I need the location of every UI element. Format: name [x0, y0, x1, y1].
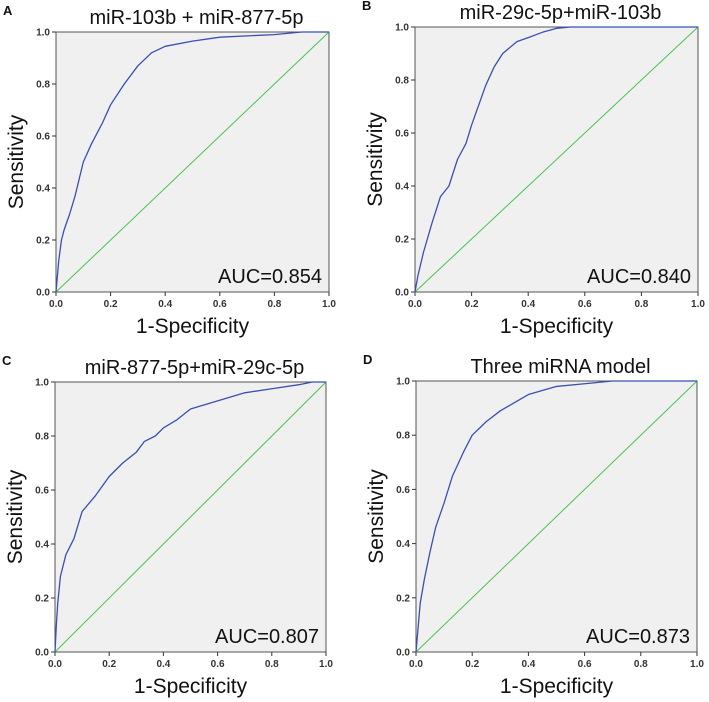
x-tick-label: 0.0 [49, 299, 63, 310]
auc-annotation: AUC=0.840 [587, 266, 691, 288]
x-axis-label: 1-Specificity [134, 675, 248, 698]
x-tick-label: 1.0 [322, 299, 336, 310]
roc-panel-b: 0.0 0.2 0.4 0.6 0.8 1.00.00.20.40.60.81.0AUC=… [362, 0, 705, 338]
x-tick-label: 0.0 [408, 299, 422, 310]
x-axis-label: 1-Specificity [500, 315, 614, 338]
y-tick-label: 0.0 [395, 288, 409, 299]
y-tick-label: 0.0 [396, 648, 410, 659]
y-tick-label: 0.2 [396, 593, 410, 604]
x-tick-label: 1.0 [690, 659, 704, 670]
y-tick-label: 0.6 [395, 129, 409, 140]
x-tick-label: 0.6 [211, 659, 225, 670]
x-axis-label: 1-Specificity [136, 315, 250, 338]
y-axis-label: Sensitivity [365, 469, 388, 564]
x-tick-label: 0.4 [521, 299, 535, 310]
y-tick-label: 0.6 [396, 485, 410, 496]
y-tick-label: 0.4 [35, 540, 49, 551]
y-tick-label: 0.2 [395, 235, 409, 246]
y-tick-label: 0.2 [35, 594, 49, 605]
y-tick-label: 0.2 [36, 236, 50, 247]
roc-curve [414, 26, 698, 293]
reference-line [414, 26, 699, 293]
y-axis-label: Sensitivity [5, 114, 28, 209]
y-tick-label: 1.0 [35, 378, 49, 389]
y-tick-label: 0.4 [395, 182, 409, 193]
y-tick-label: 0.0 [36, 288, 50, 299]
x-tick-label: 0.6 [213, 299, 227, 310]
panel-label: A [3, 3, 13, 18]
reference-line [415, 380, 698, 653]
reference-line [55, 31, 330, 293]
roc-panel-a: 0.0 0.2 0.4 0.6 0.8 1.00.00.20.40.60.81.0AUC=… [3, 3, 336, 338]
y-tick-label: 0.8 [396, 431, 410, 442]
panel-title: Three miRNA model [470, 356, 650, 378]
x-axis-label: 1-Specificity [500, 675, 614, 698]
y-tick-label: 1.0 [395, 23, 409, 34]
roc-curve [54, 381, 326, 653]
y-tick-label: 1.0 [36, 28, 50, 39]
y-tick-label: 0.8 [395, 76, 409, 87]
x-tick-label: 0.8 [634, 299, 648, 310]
auc-annotation: AUC=0.873 [586, 626, 690, 648]
panel-label: B [362, 0, 371, 13]
y-tick-label: 0.0 [35, 648, 49, 659]
y-axis-label: Sensitivity [364, 112, 387, 207]
y-tick-label: 0.8 [35, 432, 49, 443]
x-tick-label: 0.0 [48, 659, 62, 670]
panel-title: miR-877-5p+miR-29c-5p [85, 357, 305, 379]
x-tick-label: 0.2 [465, 659, 479, 670]
x-tick-label: 0.8 [267, 299, 281, 310]
y-tick-label: 0.8 [36, 80, 50, 91]
x-tick-label: 0.4 [158, 299, 172, 310]
x-tick-label: 1.0 [691, 299, 705, 310]
x-tick-label: 1.0 [319, 659, 333, 670]
panel-title: miR-103b + miR-877-5p [90, 7, 304, 29]
y-tick-label: 1.0 [396, 377, 410, 388]
x-tick-label: 0.6 [578, 299, 592, 310]
auc-annotation: AUC=0.807 [215, 626, 319, 648]
x-tick-label: 0.0 [409, 659, 423, 670]
panel-title: miR-29c-5p+miR-103b [460, 2, 662, 24]
y-axis-label: Sensitivity [4, 469, 27, 564]
x-tick-label: 0.2 [104, 299, 118, 310]
y-tick-label: 0.6 [36, 132, 50, 143]
x-tick-label: 0.8 [634, 659, 648, 670]
auc-annotation: AUC=0.854 [218, 266, 322, 288]
panel-label: D [363, 352, 372, 367]
y-tick-label: 0.6 [35, 486, 49, 497]
roc-curve [415, 380, 697, 653]
x-tick-label: 0.2 [465, 299, 479, 310]
y-tick-label: 0.4 [396, 539, 410, 550]
reference-line [54, 381, 327, 653]
roc-panel-c: 0.0 0.2 0.4 0.6 0.8 1.00.00.20.40.60.81.0AUC=… [2, 353, 333, 698]
y-tick-label: 0.4 [36, 184, 50, 195]
x-tick-label: 0.2 [102, 659, 116, 670]
x-tick-label: 0.6 [578, 659, 592, 670]
roc-curve [55, 31, 329, 293]
panel-label: C [2, 353, 12, 368]
x-tick-label: 0.8 [265, 659, 279, 670]
x-tick-label: 0.4 [156, 659, 170, 670]
x-tick-label: 0.4 [521, 659, 535, 670]
roc-panel-d: 0.0 0.2 0.4 0.6 0.8 1.00.00.20.40.60.81.0AUC=… [363, 352, 704, 698]
